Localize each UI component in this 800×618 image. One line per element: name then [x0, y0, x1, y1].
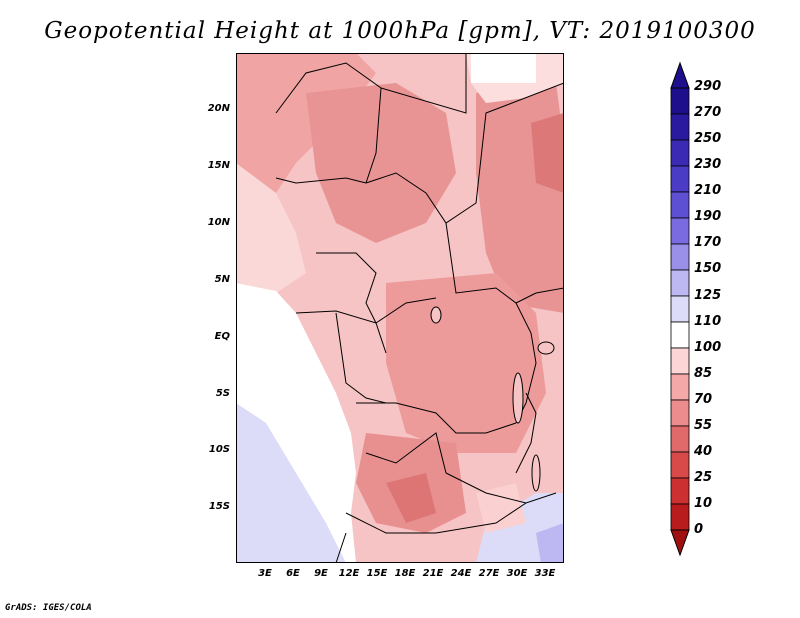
colorbar-segment [670, 165, 690, 193]
map-panel [236, 53, 564, 563]
colorbar-segment [670, 399, 690, 427]
colorbar-segment [670, 113, 690, 141]
colorbar-label-85: 85 [694, 366, 713, 381]
colorbar-segment [670, 451, 690, 479]
lon-label-12e: 12E [338, 568, 360, 579]
colorbar-segment [670, 477, 690, 505]
lat-label-eq: EQ [214, 331, 230, 342]
lon-label-18e: 18E [394, 568, 416, 579]
geopotential-map [236, 53, 564, 563]
colorbar-label-100: 100 [694, 340, 722, 355]
lon-label-15e: 15E [366, 568, 388, 579]
lon-label-27e: 27E [478, 568, 500, 579]
lon-label-30e: 30E [506, 568, 528, 579]
lat-label-15s: 15S [208, 501, 230, 512]
lat-label-15n: 15N [207, 160, 230, 171]
colorbar-label-25: 25 [694, 470, 713, 485]
lat-label-5n: 5N [214, 274, 230, 285]
colorbar-label-40: 40 [694, 444, 713, 459]
lat-label-10s: 10S [208, 444, 230, 455]
colorbar-bottom-arrow [670, 529, 690, 557]
colorbar-segment [670, 295, 690, 323]
colorbar-label-70: 70 [694, 392, 713, 407]
colorbar-label-150: 150 [694, 261, 722, 276]
lat-label-10n: 10N [207, 217, 230, 228]
lon-label-24e: 24E [450, 568, 472, 579]
colorbar-label-0: 0 [694, 522, 704, 537]
colorbar-segment [670, 139, 690, 167]
lon-label-9e: 9E [314, 568, 328, 579]
colorbar-label-170: 170 [694, 235, 722, 250]
colorbar-segment [670, 425, 690, 453]
colorbar-label-270: 270 [694, 105, 722, 120]
colorbar-segment [670, 217, 690, 245]
colorbar-label-190: 190 [694, 209, 722, 224]
colorbar-top-arrow [670, 61, 690, 89]
colorbar-segment [670, 87, 690, 115]
colorbar-segment [670, 243, 690, 271]
lon-label-21e: 21E [422, 568, 444, 579]
map-title: Geopotential Height at 1000hPa [gpm], VT… [44, 18, 756, 44]
colorbar-segment [670, 269, 690, 297]
lon-label-3e: 3E [258, 568, 272, 579]
colorbar-segment [670, 321, 690, 349]
colorbar-label-110: 110 [694, 314, 722, 329]
colorbar-segment [670, 503, 690, 531]
colorbar-segment [670, 191, 690, 219]
colorbar-label-250: 250 [694, 131, 722, 146]
colorbar-label-10: 10 [694, 496, 713, 511]
colorbar-label-210: 210 [694, 183, 722, 198]
grads-credit: GrADS: IGES/COLA [5, 603, 92, 613]
lon-label-33e: 33E [534, 568, 556, 579]
colorbar-label-125: 125 [694, 288, 722, 303]
colorbar-label-230: 230 [694, 157, 722, 172]
colorbar-segment [670, 373, 690, 401]
colorbar-segments [670, 87, 690, 531]
colorbar-label-290: 290 [694, 79, 722, 94]
colorbar-label-55: 55 [694, 418, 713, 433]
lon-label-6e: 6E [286, 568, 300, 579]
lat-label-20n: 20N [207, 103, 230, 114]
colorbar-segment [670, 347, 690, 375]
lat-label-5s: 5S [215, 388, 230, 399]
